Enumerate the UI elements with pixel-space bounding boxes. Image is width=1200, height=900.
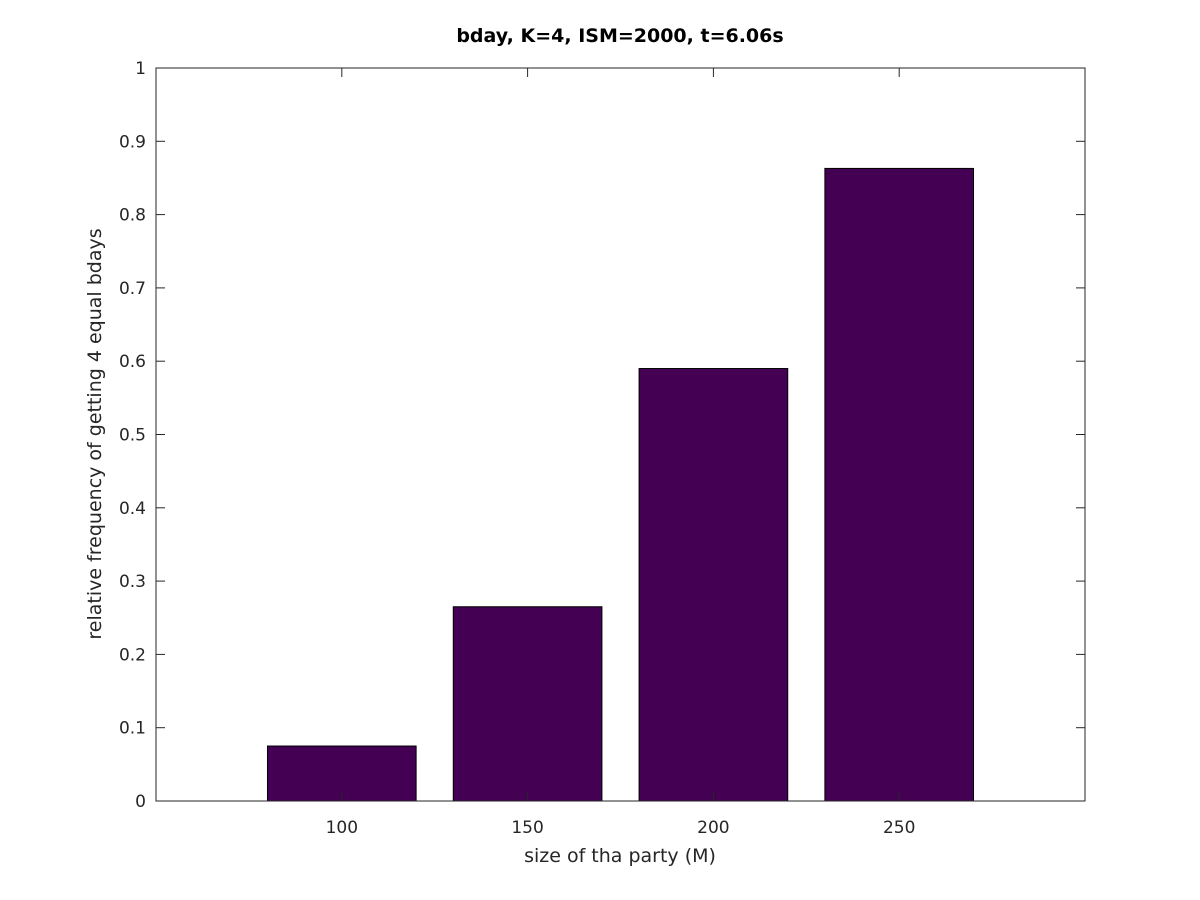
chart-title: bday, K=4, ISM=2000, t=6.06s — [456, 25, 783, 47]
y-tick-label: 0.5 — [119, 426, 146, 446]
bars-group — [266, 167, 975, 802]
x-tick-label: 100 — [326, 818, 358, 838]
tick-labels-group: 100 150 200 250 0 0.1 0.2 0.3 0.4 0.5 0.6 0.7 0.8 0.9… — [119, 59, 915, 838]
y-tick-label: 1 — [135, 59, 146, 79]
y-tick-label: 0.6 — [119, 352, 146, 372]
y-tick-label: 0.3 — [119, 572, 146, 592]
x-tick-label: 200 — [697, 818, 729, 838]
y-tick-label: 0.4 — [119, 499, 146, 519]
y-axis-label: relative frequency of getting 4 equal bd… — [84, 228, 106, 639]
x-tick-label: 150 — [511, 818, 543, 838]
bar-150 — [452, 606, 603, 802]
x-tick-label: 250 — [883, 818, 915, 838]
y-tick-label: 0.8 — [119, 206, 146, 226]
bar-200 — [638, 368, 789, 802]
y-tick-label: 0 — [135, 792, 146, 812]
y-tick-label: 0.9 — [119, 132, 146, 152]
y-tick-label: 0.1 — [119, 719, 146, 739]
ticks-group — [156, 67, 1085, 802]
x-axis-label: size of tha party (M) — [524, 845, 716, 867]
y-tick-label: 0.2 — [119, 645, 146, 665]
bar-250 — [824, 167, 975, 802]
y-tick-label: 0.7 — [119, 279, 146, 299]
axes-box — [155, 67, 1086, 802]
